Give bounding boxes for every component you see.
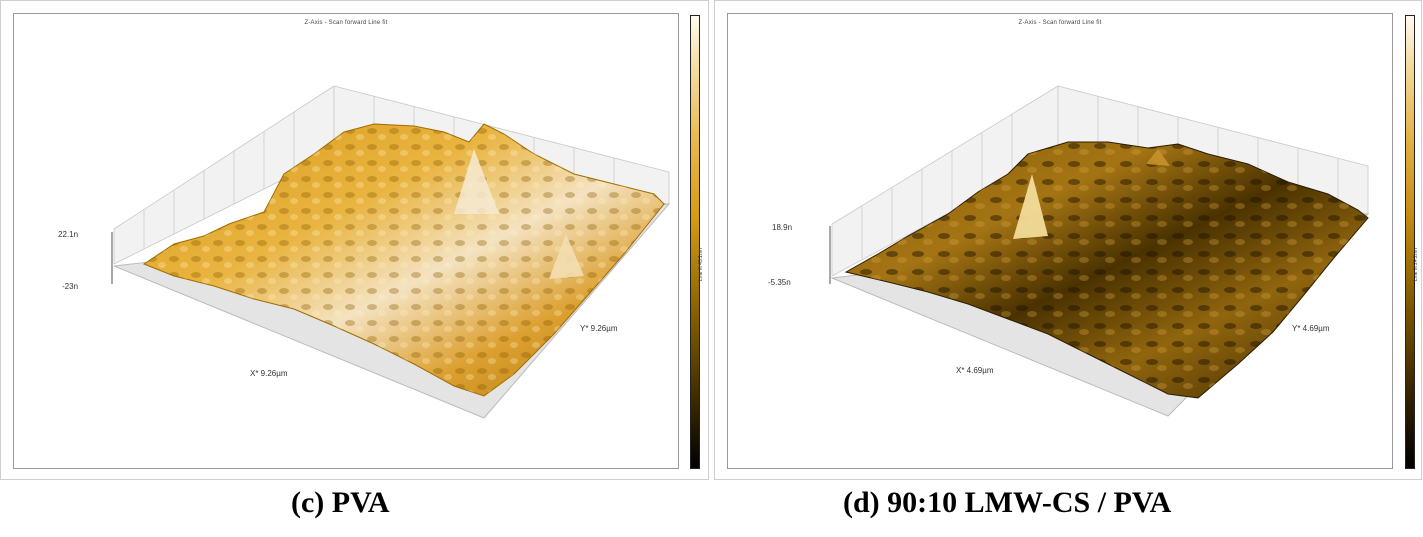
color-scale-bar <box>690 15 700 469</box>
color-scale-label: Line fit 24.2nm <box>1413 248 1419 281</box>
color-scale-label: Line fit 45.1nm <box>698 248 704 281</box>
plot-title: Z-Axis - Scan forward Line fit <box>1018 20 1102 26</box>
x-axis-label: X* 9.26µm <box>250 369 288 378</box>
surface-peak <box>1013 174 1048 239</box>
surface-texture <box>144 124 664 396</box>
z-min-label: -5.35n <box>768 278 791 287</box>
y-axis-label: Y* 9.26µm <box>580 324 618 333</box>
surface-peak <box>454 149 499 214</box>
figure-caption-pva: (c) PVA <box>291 486 390 519</box>
afm-surface-plot <box>829 85 1370 417</box>
z-min-label: -23n <box>62 282 79 291</box>
color-scale-bar <box>1405 15 1415 469</box>
plot-title: Z-Axis - Scan forward Line fit <box>304 20 388 26</box>
figure-caption-lmw-cs-pva: (d) 90:10 LMW-CS / PVA <box>843 486 1172 519</box>
afm-surface-plot <box>111 85 671 419</box>
z-max-label: 22.1n <box>58 230 79 239</box>
plot-frame: Z-Axis - Scan forward Line fit <box>13 13 679 469</box>
afm-panel-lmw-cs-pva: Z-Axis - Scan forward Line fit <box>714 0 1422 480</box>
surface-texture <box>846 142 1368 398</box>
x-axis-label: X* 4.69µm <box>956 366 994 375</box>
plot-frame: Z-Axis - Scan forward Line fit <box>727 13 1393 469</box>
z-max-label: 18.9n <box>772 223 793 232</box>
afm-panel-pva: Z-Axis - Scan forward Line fit <box>0 0 709 480</box>
surface-peak <box>1146 149 1170 166</box>
surface-peak <box>549 234 584 279</box>
y-axis-label: Y* 4.69µm <box>1292 324 1330 333</box>
